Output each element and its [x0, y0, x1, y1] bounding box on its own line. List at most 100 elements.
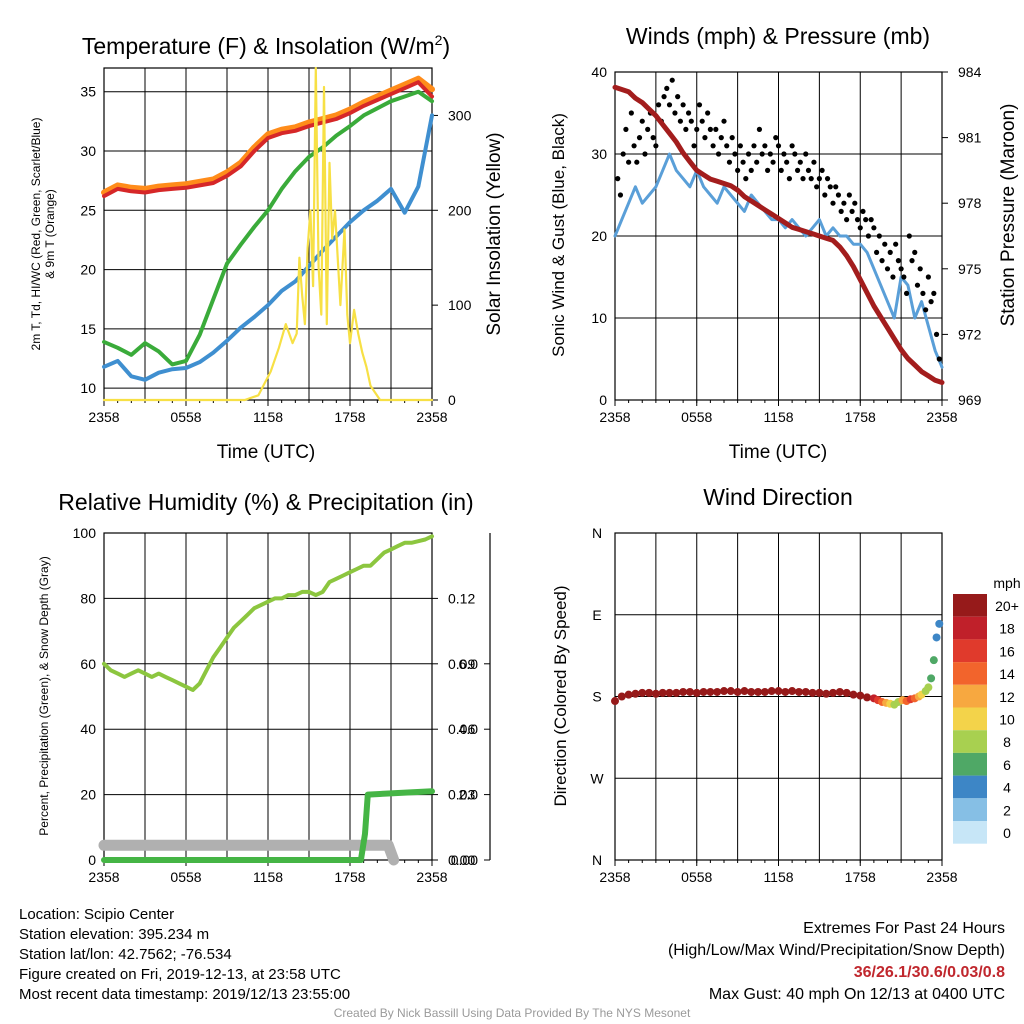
dir-point [924, 683, 933, 692]
wind-gust-point [696, 102, 703, 108]
wind-gust-point [620, 151, 626, 157]
wind-gust-point [874, 249, 880, 255]
dir-point [617, 692, 626, 701]
wind-gust-point [669, 77, 675, 83]
dir-xtick-label: 2358 [926, 869, 957, 885]
temp-ytick-right-label: 300 [448, 107, 472, 123]
temp-ytick-label: 25 [80, 202, 96, 218]
wind-ytick-right-label: 984 [958, 64, 982, 80]
dir-point [932, 633, 941, 642]
wind-gust-point [887, 249, 893, 255]
wind-gust-point [868, 217, 874, 223]
temp-title-main: Temperature (F) & Insolation (W/m [82, 33, 435, 59]
dir-point [794, 687, 803, 696]
wind-gust-point [680, 102, 686, 108]
wind-gust-point [745, 151, 752, 157]
wind-gust-point [786, 176, 793, 182]
dir-point [672, 688, 681, 697]
dir-panel-title: Wind Direction [703, 484, 853, 510]
wind-gust-point [879, 258, 885, 264]
wind-gust-point [844, 217, 850, 223]
dir-point [929, 656, 938, 665]
wind-gust-point [653, 143, 659, 149]
wind-gust-point [890, 274, 896, 280]
dir-point [699, 687, 708, 696]
rh-precip-tick-label: 0.06 [448, 721, 475, 737]
colorbar-label: 14 [999, 666, 1015, 682]
temp-ytick-label: 15 [80, 321, 96, 337]
dir-point [935, 619, 944, 628]
colorbar-swatch [953, 798, 987, 821]
wind-gust-point [805, 167, 812, 173]
temp-xtick-label: 0558 [170, 409, 201, 425]
rh-xtick-label: 0558 [170, 869, 201, 885]
dir-point [631, 689, 640, 698]
temp-series-temp9m [101, 75, 435, 196]
wind-gust-point [860, 208, 866, 214]
rh-xtick-label: 1758 [334, 869, 365, 885]
wind-gust-point [759, 151, 765, 157]
wind-gust-point [770, 159, 776, 165]
wind-gust-point [931, 290, 937, 296]
dir-point [624, 690, 633, 699]
rh-ytick-label: 0 [88, 852, 96, 868]
wind-gust-point [912, 249, 918, 255]
wind-ytick-right-label: 969 [958, 392, 982, 408]
wind-gust-point [626, 159, 632, 165]
dir-point [754, 687, 763, 696]
wind-chart: 0 10 20 30 40 969 972 975 978 981 984 2358 0558 1158 1… [591, 64, 981, 425]
rh-snow-tick-label: 6.0 [459, 656, 479, 672]
temp-xlabel: Time (UTC) [217, 442, 316, 463]
wind-gust-point [645, 126, 651, 132]
dir-xtick-label: 1758 [845, 869, 876, 885]
wind-gust-point [914, 282, 921, 288]
colorbar-swatch [953, 752, 987, 776]
temp-ylabel-left-line2: & 9m T (Orange) [43, 189, 57, 279]
wind-gust-point [683, 126, 689, 132]
station-latlon: Station lat/lon: 42.7562; -76.534 [19, 946, 232, 963]
rh-precip-tick-label: 0.03 [448, 787, 475, 803]
rh-precip-tick-label: 0.00 [448, 852, 475, 868]
dir-point [849, 690, 858, 699]
wind-gust-point [767, 151, 773, 157]
temp-ytick-label: 10 [80, 380, 96, 396]
temp-ylabel-right: Solar Insolation (Yellow) [484, 132, 505, 335]
colorbar-swatch [953, 821, 987, 844]
wind-gust-point [854, 217, 861, 223]
dir-point [685, 687, 694, 696]
colorbar-label: 18 [999, 621, 1015, 637]
wind-gust-point [628, 110, 634, 116]
temp-ytick-right-label: 100 [448, 297, 472, 313]
wind-gust-point [803, 151, 809, 157]
temp-ylabel-left-line1: 2m T, Td, HI/WC (Red, Green, Scarlet/Blu… [29, 118, 43, 351]
wind-gust-point [923, 307, 929, 313]
wind-ytick-right-label: 978 [958, 195, 982, 211]
wind-gust-point [636, 135, 643, 141]
wind-gust-point [895, 258, 902, 264]
wind-gust-point [617, 192, 624, 198]
dir-point [747, 687, 756, 696]
wind-ytick-label: 0 [599, 392, 607, 408]
dir-point [720, 687, 728, 696]
wind-gust-point [699, 118, 705, 124]
dir-point [835, 687, 844, 696]
wind-gust-point [857, 225, 863, 231]
temp-xtick-label: 2358 [416, 409, 447, 425]
dir-point [645, 688, 654, 697]
wind-gust-point [841, 200, 847, 206]
temp-title-close: ) [442, 33, 450, 59]
wind-gust-point [737, 143, 743, 149]
temp-xtick-label: 1758 [334, 409, 365, 425]
dir-xtick-label: 1158 [763, 869, 793, 885]
wind-gust-point [830, 200, 836, 206]
colorbar-label: 8 [1003, 734, 1011, 750]
wind-gust-point [724, 143, 730, 149]
dir-point [665, 688, 674, 697]
wind-ytick-label: 30 [591, 146, 607, 162]
colorbar-swatch [953, 707, 987, 731]
rh-ytick-label: 20 [80, 787, 96, 803]
rh-snow-tick-label: 0.00 [451, 852, 478, 868]
wind-gust-point [865, 233, 872, 239]
rh-xtick-label: 2358 [88, 869, 119, 885]
wind-gust-point [666, 102, 673, 108]
